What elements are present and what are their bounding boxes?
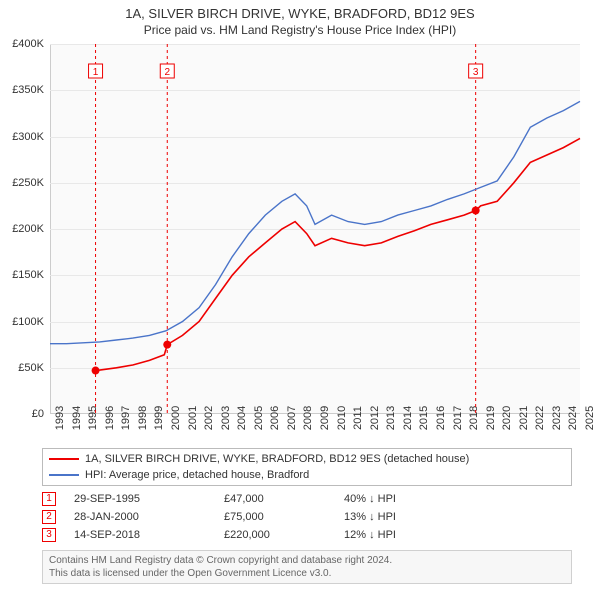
legend-swatch [49,474,79,476]
y-tick-label: £150K [0,269,44,281]
y-tick-label: £100K [0,316,44,328]
sale-events-block: 1 29-SEP-1995£47,00040% ↓ HPI 2 28-JAN-2000… [42,490,572,544]
sale-event-badge: 3 [42,528,56,542]
footer-line1: Contains HM Land Registry data © Crown c… [49,554,565,567]
sale-marker-badge-text: 2 [164,67,170,78]
sale-event-price: £75,000 [224,511,344,523]
sale-marker-badge-text: 3 [473,67,479,78]
attribution-footer: Contains HM Land Registry data © Crown c… [42,550,572,584]
legend-row: HPI: Average price, detached house, Brad… [49,467,565,483]
y-tick-label: £200K [0,223,44,235]
legend-swatch [49,458,79,460]
legend-row: 1A, SILVER BIRCH DRIVE, WYKE, BRADFORD, … [49,451,565,467]
sale-event-badge: 1 [42,492,56,506]
y-tick-label: £300K [0,131,44,143]
y-tick-label: £400K [0,38,44,50]
sale-event-row: 3 14-SEP-2018£220,00012% ↓ HPI [42,526,572,544]
sale-event-price: £220,000 [224,529,344,541]
series-line-hpi [50,101,580,343]
sale-event-badge: 2 [42,510,56,524]
series-line-property [96,138,581,370]
y-tick-label: £0 [0,408,44,420]
sale-event-row: 1 29-SEP-1995£47,00040% ↓ HPI [42,490,572,508]
sale-event-date: 14-SEP-2018 [74,529,224,541]
sale-event-delta: 13% ↓ HPI [344,511,396,523]
sale-event-delta: 40% ↓ HPI [344,493,396,505]
sale-event-row: 2 28-JAN-2000£75,00013% ↓ HPI [42,508,572,526]
y-tick-label: £250K [0,177,44,189]
legend-box: 1A, SILVER BIRCH DRIVE, WYKE, BRADFORD, … [42,448,572,486]
legend-label: HPI: Average price, detached house, Brad… [85,469,309,481]
chart-container: 1A, SILVER BIRCH DRIVE, WYKE, BRADFORD, … [0,0,600,590]
footer-line2: This data is licensed under the Open Gov… [49,567,565,580]
chart-area: £0£50K£100K£150K£200K£250K£300K£350K£400… [50,44,580,414]
sale-marker-dot [163,341,171,349]
sale-marker-dot [92,367,100,375]
sale-event-delta: 12% ↓ HPI [344,529,396,541]
sale-marker-badge-text: 1 [93,67,99,78]
title-subtitle: Price paid vs. HM Land Registry's House … [0,23,600,39]
y-tick-label: £50K [0,362,44,374]
x-tick-label: 2025 [584,406,596,430]
y-tick-label: £350K [0,84,44,96]
title-block: 1A, SILVER BIRCH DRIVE, WYKE, BRADFORD, … [0,0,600,38]
title-address: 1A, SILVER BIRCH DRIVE, WYKE, BRADFORD, … [0,6,600,23]
sale-event-date: 28-JAN-2000 [74,511,224,523]
sale-marker-dot [472,207,480,215]
plot-svg: 1 2 3 [50,44,580,414]
legend-label: 1A, SILVER BIRCH DRIVE, WYKE, BRADFORD, … [85,453,469,465]
sale-event-price: £47,000 [224,493,344,505]
sale-event-date: 29-SEP-1995 [74,493,224,505]
